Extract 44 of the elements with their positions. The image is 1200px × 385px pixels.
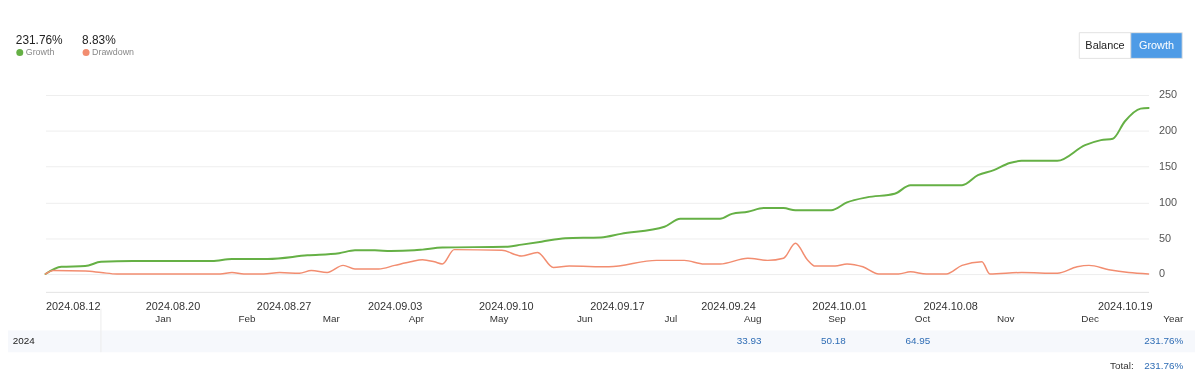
category-label: Apr xyxy=(408,312,425,324)
legend-label: Growth xyxy=(25,47,55,58)
category-label: Nov xyxy=(996,312,1015,324)
category-label: Jan xyxy=(155,312,172,324)
x-tick-label: 2024.09.24 xyxy=(701,300,756,313)
text: 231.76% xyxy=(15,32,64,47)
text: 33.93 xyxy=(736,335,762,347)
category-label: Oct xyxy=(914,312,931,324)
x-tick-label: 2024.08.12 xyxy=(46,300,101,313)
category-label: Mar xyxy=(322,312,341,324)
text: 64.95 xyxy=(905,335,931,347)
y-tick-label: 200 xyxy=(1158,124,1178,137)
line-series xyxy=(44,106,1150,275)
text: Balance xyxy=(1085,38,1125,51)
x-tick-label: 2024.10.19 xyxy=(1098,300,1153,313)
category-label: Aug xyxy=(743,312,762,324)
category-label: 2024 xyxy=(12,335,35,347)
text: Total: xyxy=(1110,360,1134,372)
category-label: Jun xyxy=(576,312,593,324)
legend-label: Drawdown xyxy=(92,47,135,58)
text: 231.76% xyxy=(1144,335,1184,347)
y-tick-label: 250 xyxy=(1158,88,1178,101)
x-tick-label: 2024.10.01 xyxy=(812,300,867,313)
x-tick-label: 2024.09.10 xyxy=(479,300,534,313)
text: Growth xyxy=(1138,38,1174,51)
category-label: Feb xyxy=(238,312,256,324)
y-tick-label: 150 xyxy=(1158,160,1178,173)
x-tick-label: 2024.10.08 xyxy=(923,300,978,313)
y-tick-label: 50 xyxy=(1158,231,1172,244)
x-tick-label: 2024.09.17 xyxy=(590,300,645,313)
text: 50.18 xyxy=(821,335,846,347)
x-tick-label: 2024.08.20 xyxy=(145,300,201,313)
text: 8.83% xyxy=(82,32,117,47)
category-label: Sep xyxy=(828,312,847,324)
text: 231.76% xyxy=(1144,360,1184,372)
x-tick-label: 2024.08.27 xyxy=(256,300,312,313)
line-series xyxy=(44,242,1150,275)
category-label: Jul xyxy=(664,312,678,324)
y-tick-label: 0 xyxy=(1158,267,1166,280)
category-label: May xyxy=(489,312,509,324)
y-tick-label: 100 xyxy=(1158,195,1178,208)
x-tick-label: 2024.09.03 xyxy=(367,300,423,313)
category-label: Year xyxy=(1163,312,1184,324)
category-label: Dec xyxy=(1081,312,1099,324)
